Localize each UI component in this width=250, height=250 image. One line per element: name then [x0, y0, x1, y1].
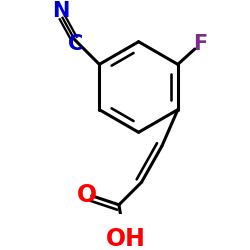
Text: C: C [68, 34, 83, 54]
Text: OH: OH [106, 227, 146, 250]
Text: F: F [193, 34, 208, 54]
Text: N: N [52, 1, 70, 21]
Text: O: O [77, 183, 97, 207]
